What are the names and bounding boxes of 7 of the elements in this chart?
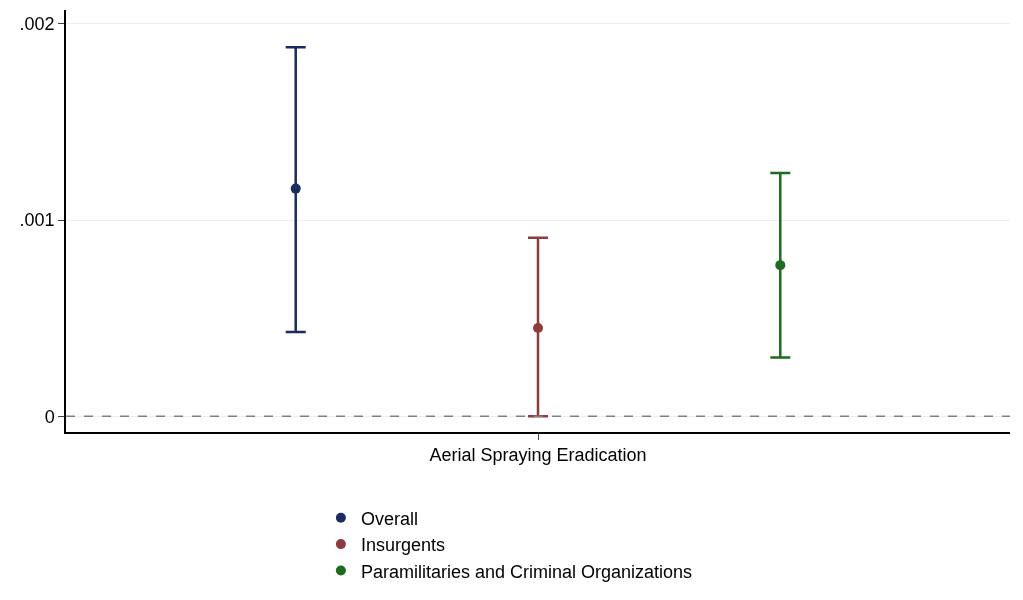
y-tick-label: 0 bbox=[44, 406, 55, 427]
legend-label: Insurgents bbox=[360, 535, 445, 556]
y-tick-label: .002 bbox=[19, 14, 55, 35]
legend-label: Overall bbox=[360, 508, 418, 529]
y-tick-label: .001 bbox=[19, 210, 55, 231]
x-tick-label: Aerial Spraying Eradication bbox=[429, 445, 647, 466]
legend-label: Paramilitaries and Criminal Organizations bbox=[360, 561, 693, 582]
